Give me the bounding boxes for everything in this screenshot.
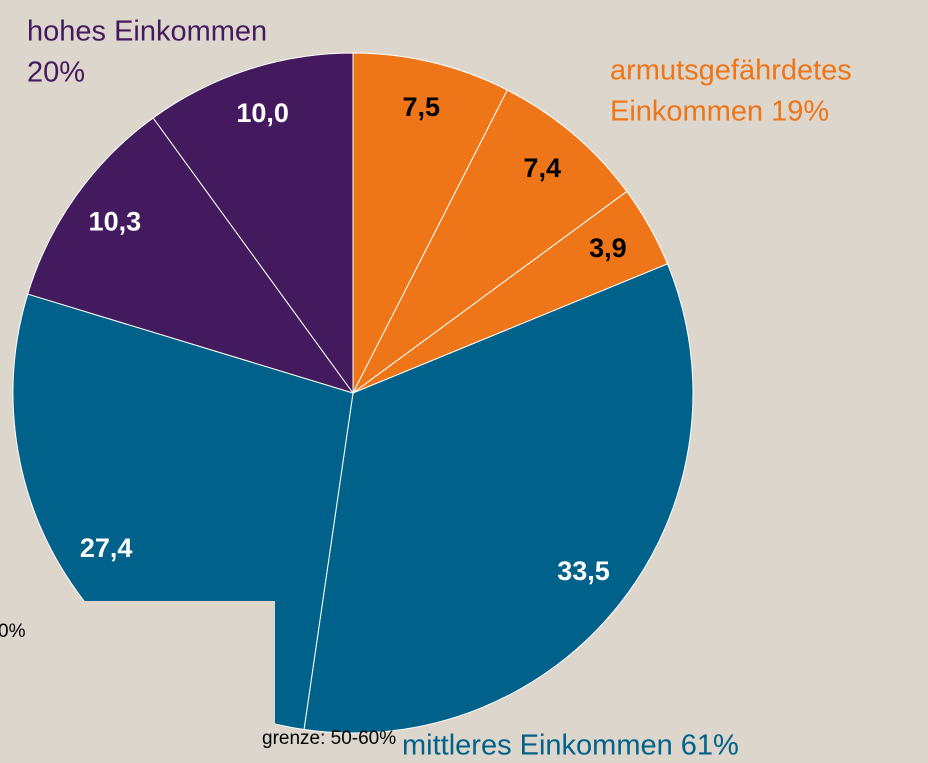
group-label: armutsgefährdetes [610,55,852,87]
pie-slice [352,89,628,394]
data-label: 10,3 [89,206,142,236]
group-label: Einkommen 19% [610,96,829,128]
pie-slice [27,117,355,394]
data-label: 10,0 [236,98,289,128]
overlay-panel [0,601,275,763]
data-label: 33,5 [557,556,610,586]
pie-slice [152,52,354,395]
group-label: hohes Einkommen [27,16,267,48]
group-label: 20% [27,57,85,89]
data-label: 27,4 [80,533,133,563]
annotation: 0% [0,621,26,642]
pie-slice [352,52,509,394]
data-label: 7,4 [523,153,561,183]
pie-slice [303,263,694,734]
group-label: mittleres Einkommen 61% [402,730,739,762]
annotation: grenze: 50-60% [262,728,396,749]
data-label: 3,9 [589,233,627,263]
data-label: 7,5 [402,92,440,122]
